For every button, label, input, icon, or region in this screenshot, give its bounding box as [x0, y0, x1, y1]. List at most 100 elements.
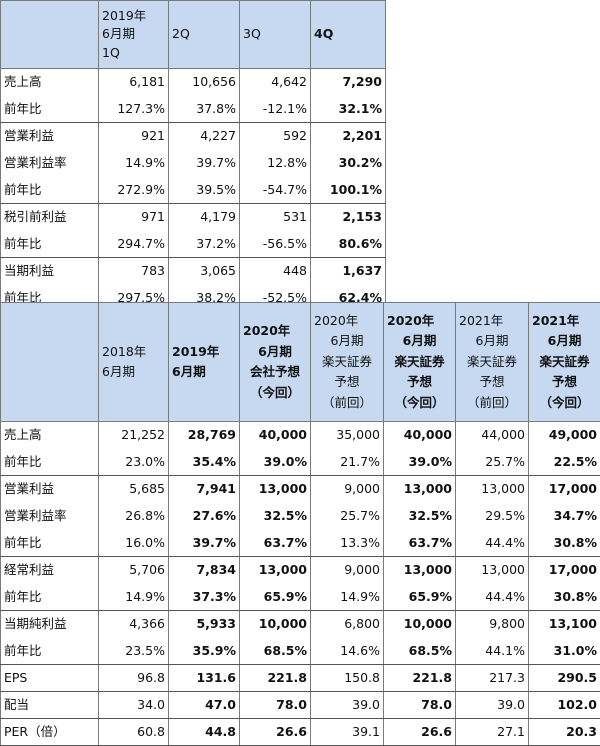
table-cell: 29.5% [456, 503, 529, 530]
table-cell: 448 [240, 258, 311, 285]
header-line: 6月期 [459, 335, 525, 348]
table-cell: 5,706 [99, 557, 169, 584]
table-cell: 12.8% [240, 150, 311, 177]
table-cell: 783 [99, 258, 169, 285]
table-cell: 39.0 [456, 692, 529, 719]
table-cell: 6,800 [311, 611, 384, 638]
table-cell: 47.0 [169, 692, 240, 719]
table-cell: 127.3% [99, 96, 169, 123]
table-cell: 2,201 [311, 123, 386, 150]
table-cell: 32.1% [311, 96, 386, 123]
table-cell: 30.8% [529, 584, 600, 611]
row-label: 前年比 [1, 177, 99, 204]
table-cell: 921 [99, 123, 169, 150]
table-cell: 63.7% [240, 530, 311, 557]
row-label: 前年比 [1, 96, 99, 123]
table-cell: 10,656 [169, 69, 240, 96]
header-line: 2021年 [459, 315, 525, 328]
header-line: 楽天証券 [314, 356, 380, 369]
table-cell: 34.7% [529, 503, 600, 530]
table-cell: 14.6% [311, 638, 384, 665]
table-cell: 4,366 [99, 611, 169, 638]
table-cell: 9,000 [311, 476, 384, 503]
table-cell: 9,800 [456, 611, 529, 638]
table-cell: 20.3 [529, 719, 600, 746]
header-line: 楽天証券 [387, 356, 452, 369]
header-line: 予想 [314, 376, 380, 389]
table-cell: 13,000 [456, 476, 529, 503]
table-cell: 971 [99, 204, 169, 231]
table-cell: 26.8% [99, 503, 169, 530]
table-cell: 39.0 [311, 692, 384, 719]
row-label: 前年比 [1, 449, 99, 476]
row-label: EPS [1, 665, 99, 692]
header-line: 6月期 [172, 366, 236, 379]
row-label: 営業利益 [1, 123, 99, 150]
table-cell: 217.3 [456, 665, 529, 692]
header-line: （今回） [532, 397, 597, 410]
table-cell: 7,290 [311, 69, 386, 96]
table-cell: 4,642 [240, 69, 311, 96]
table-cell: 40,000 [240, 422, 311, 449]
header-cell-4q: 4Q [311, 1, 386, 69]
row-label: 当期利益 [1, 258, 99, 285]
table-cell: 96.8 [99, 665, 169, 692]
header-line: 予想 [387, 376, 452, 389]
table-cell: 23.5% [99, 638, 169, 665]
table-cell: 221.8 [384, 665, 456, 692]
row-label: 前年比 [1, 530, 99, 557]
table-cell: 27.6% [169, 503, 240, 530]
table-cell: 32.5% [384, 503, 456, 530]
table-cell: 21,252 [99, 422, 169, 449]
table-cell: 4,179 [169, 204, 240, 231]
table-cell: 65.9% [240, 584, 311, 611]
table-cell: 14.9% [99, 150, 169, 177]
table-cell: 39.0% [384, 449, 456, 476]
table-cell: 65.9% [384, 584, 456, 611]
table-cell: 80.6% [311, 231, 386, 258]
table-cell: 22.5% [529, 449, 600, 476]
table-cell: -54.7% [240, 177, 311, 204]
table-cell: 5,685 [99, 476, 169, 503]
table-cell: 34.0 [99, 692, 169, 719]
table-cell: 150.8 [311, 665, 384, 692]
table-cell: 40,000 [384, 422, 456, 449]
table-cell: 13,000 [240, 476, 311, 503]
table-cell: 10,000 [384, 611, 456, 638]
header-line: 楽天証券 [532, 356, 597, 369]
table-cell: 26.6 [240, 719, 311, 746]
header-line: 2021年 [532, 315, 597, 328]
table-cell: 17,000 [529, 476, 600, 503]
header-line: 6月期 [314, 335, 380, 348]
table-cell: 27.1 [456, 719, 529, 746]
table-cell: 2,153 [311, 204, 386, 231]
table-cell: 32.5% [240, 503, 311, 530]
table-cell: 592 [240, 123, 311, 150]
table-cell: 35,000 [311, 422, 384, 449]
row-label: 経常利益 [1, 557, 99, 584]
table-cell: 60.8 [99, 719, 169, 746]
row-label: 売上高 [1, 69, 99, 96]
table-cell: 294.7% [99, 231, 169, 258]
table-cell: 30.8% [529, 530, 600, 557]
header-cell-empty [1, 1, 99, 69]
table-cell: 44.4% [456, 584, 529, 611]
header-line: 予想 [532, 376, 597, 389]
header-cell-2q: 2Q [169, 1, 240, 69]
table-cell: 531 [240, 204, 311, 231]
